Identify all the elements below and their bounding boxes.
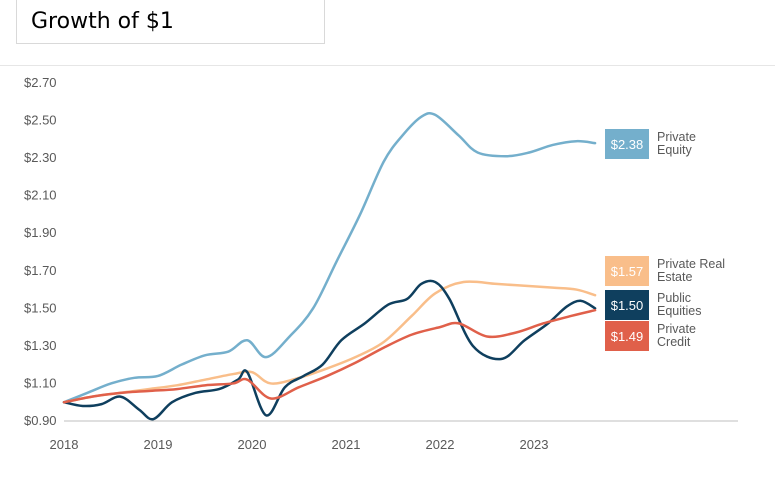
x-tick-label: 2022 xyxy=(426,437,455,452)
y-axis: $2.70 $2.50 $2.30 $2.10 $1.90 $1.70 $1.50 $1.30… xyxy=(24,75,57,428)
y-tick-label: $2.30 xyxy=(24,150,57,165)
y-tick-label: $2.70 xyxy=(24,75,57,90)
series-name-private-equity: Private xyxy=(657,130,696,144)
end-value-private-equity: $2.38 xyxy=(611,137,644,152)
y-tick-label: $2.50 xyxy=(24,113,57,128)
end-badge-public-equities xyxy=(605,290,649,320)
y-tick-label: $2.10 xyxy=(24,188,57,203)
x-tick-label: 2019 xyxy=(144,437,173,452)
y-tick-label: $0.90 xyxy=(24,413,57,428)
end-value-private-real-estate: $1.57 xyxy=(611,264,644,279)
y-tick-label: $1.10 xyxy=(24,375,57,390)
chart-title: Growth of $1 xyxy=(31,9,174,34)
x-tick-label: 2023 xyxy=(520,437,549,452)
y-tick-label: $1.90 xyxy=(24,225,57,240)
end-value-public-equities: $1.50 xyxy=(611,298,644,313)
series-line-private-equity xyxy=(62,111,597,404)
end-badge-private-real-estate xyxy=(605,256,649,286)
series-name-private-credit: Credit xyxy=(657,335,691,349)
series-name-private-real-estate: Estate xyxy=(657,270,692,284)
series-name-private-equity: Equity xyxy=(657,143,692,157)
series-line-public-equities xyxy=(62,279,597,421)
series-name-public-equities: Equities xyxy=(657,304,701,318)
end-badge-private-equity xyxy=(605,129,649,159)
x-tick-label: 2018 xyxy=(50,437,79,452)
series-lines xyxy=(62,111,597,421)
title-box: Growth of $1 xyxy=(16,0,325,44)
x-tick-label: 2020 xyxy=(238,437,267,452)
y-tick-label: $1.50 xyxy=(24,300,57,315)
x-axis: 2018 2019 2020 2021 2022 2023 xyxy=(50,437,549,452)
series-line-private-credit xyxy=(62,308,597,404)
series-name-private-real-estate: Private Real xyxy=(657,257,725,271)
y-tick-label: $1.30 xyxy=(24,338,57,353)
end-value-private-credit: $1.49 xyxy=(611,329,644,344)
series-name-public-equities: Public xyxy=(657,291,691,305)
end-badge-private-credit xyxy=(605,321,649,351)
x-tick-label: 2021 xyxy=(332,437,361,452)
header-divider xyxy=(0,65,775,66)
series-line-private-real-estate xyxy=(62,280,597,404)
y-tick-label: $1.70 xyxy=(24,263,57,278)
series-name-private-credit: Private xyxy=(657,322,696,336)
